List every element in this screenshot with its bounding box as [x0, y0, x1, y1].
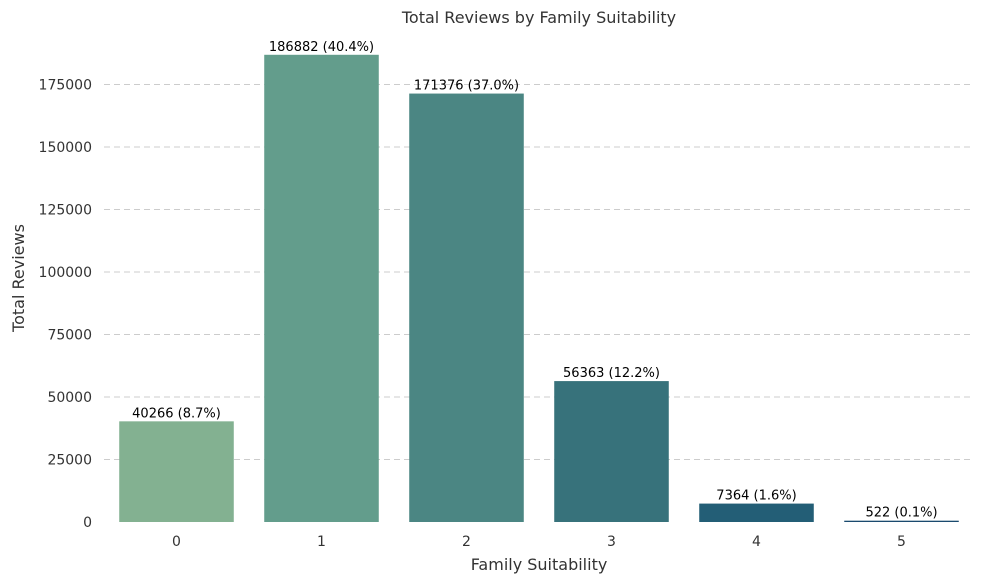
bar	[699, 503, 814, 522]
bar	[264, 54, 379, 523]
y-axis-title: Total Reviews	[9, 224, 28, 333]
bar	[409, 93, 524, 522]
y-tick-label: 100000	[39, 265, 92, 281]
bar	[119, 421, 234, 522]
y-tick-label: 75000	[47, 328, 92, 344]
y-tick-label: 0	[83, 515, 92, 531]
bar-data-label: 56363 (12.2%)	[563, 366, 660, 381]
x-axis-title: Family Suitability	[471, 555, 608, 574]
bar-data-label: 40266 (8.7%)	[132, 406, 221, 421]
x-tick-label: 5	[897, 534, 906, 550]
y-tick-label: 50000	[47, 390, 92, 406]
grid-lines	[104, 84, 974, 460]
bars	[119, 54, 959, 523]
bar	[554, 381, 669, 522]
y-axis-ticks: 0 25000 50000 75000 100000 125000 150000 175000	[39, 78, 92, 532]
bar-data-label: 522 (0.1%)	[865, 506, 937, 521]
data-labels: 40266 (8.7%) 186882 (40.4%) 171376 (37.0%)…	[132, 40, 937, 521]
y-tick-label: 125000	[39, 203, 92, 219]
bar-data-label: 186882 (40.4%)	[269, 40, 374, 55]
x-tick-label: 0	[172, 534, 181, 550]
bar-data-label: 7364 (1.6%)	[716, 489, 796, 504]
x-tick-label: 1	[317, 534, 326, 550]
chart-title: Total Reviews by Family Suitability	[401, 8, 676, 27]
x-tick-label: 4	[752, 534, 761, 550]
y-tick-label: 25000	[47, 453, 92, 469]
x-axis-ticks: 0 1 2 3 4 5	[172, 534, 906, 550]
y-tick-label: 150000	[39, 140, 92, 156]
y-tick-label: 175000	[39, 78, 92, 94]
x-tick-label: 3	[607, 534, 616, 550]
bar	[844, 520, 959, 522]
bar-data-label: 171376 (37.0%)	[414, 79, 519, 94]
x-tick-label: 2	[462, 534, 471, 550]
